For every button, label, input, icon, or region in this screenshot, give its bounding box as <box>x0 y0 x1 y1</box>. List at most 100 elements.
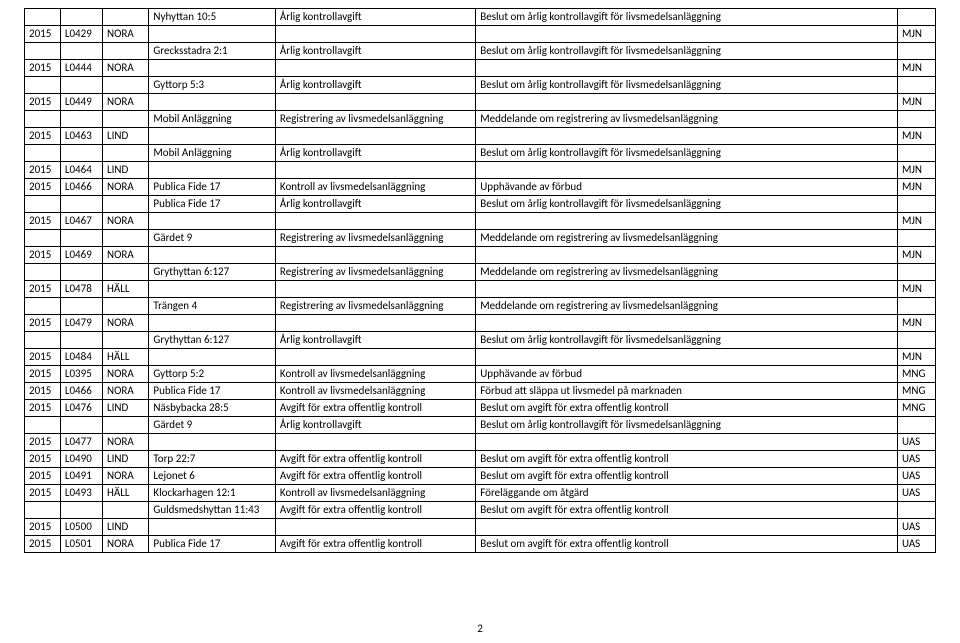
cell-decision <box>476 60 898 77</box>
cell-decision: Beslut om årlig kontrollavgift för livsm… <box>476 196 898 213</box>
cell-decision: Upphävande av förbud <box>476 179 898 196</box>
table-row: 2015L0444NORAMJN <box>25 60 936 77</box>
cell-decision <box>476 281 898 298</box>
cell-code: L0467 <box>60 213 102 230</box>
cell-region: LIND <box>103 400 149 417</box>
cell-subject: Kontroll av livsmedelsanläggning <box>275 366 475 383</box>
cell-sig <box>898 417 936 434</box>
cell-year <box>25 111 61 128</box>
table-row: Grythyttan 6:127Årlig kontrollavgiftBesl… <box>25 332 936 349</box>
cell-sig: MJN <box>898 128 936 145</box>
table-row: 2015L0500LINDUAS <box>25 519 936 536</box>
cell-code: L0493 <box>60 485 102 502</box>
table-row: 2015L0469NORAMJN <box>25 247 936 264</box>
cell-sig: UAS <box>898 468 936 485</box>
cell-year <box>25 9 61 26</box>
cell-sig <box>898 298 936 315</box>
table-row: 2015L0467NORAMJN <box>25 213 936 230</box>
cell-code: L0449 <box>60 94 102 111</box>
cell-region: NORA <box>103 366 149 383</box>
cell-year: 2015 <box>25 315 61 332</box>
cell-decision: Beslut om årlig kontrollavgift för livsm… <box>476 332 898 349</box>
cell-place: Klockarhagen 12:1 <box>149 485 276 502</box>
cell-sig: UAS <box>898 536 936 553</box>
cell-decision <box>476 434 898 451</box>
cell-sig: UAS <box>898 451 936 468</box>
cell-place: Trängen 4 <box>149 298 276 315</box>
cell-region: NORA <box>103 383 149 400</box>
cell-place: Grythyttan 6:127 <box>149 264 276 281</box>
cell-year: 2015 <box>25 451 61 468</box>
cell-region: LIND <box>103 162 149 179</box>
cell-code: L0469 <box>60 247 102 264</box>
cell-place <box>149 247 276 264</box>
cell-code <box>60 502 102 519</box>
cell-region <box>103 9 149 26</box>
cell-place: Torp 22:7 <box>149 451 276 468</box>
table-row: 2015L0449NORAMJN <box>25 94 936 111</box>
table-row: Mobil AnläggningRegistrering av livsmede… <box>25 111 936 128</box>
cell-year <box>25 230 61 247</box>
cell-year <box>25 196 61 213</box>
cell-subject <box>275 94 475 111</box>
cell-subject <box>275 213 475 230</box>
cell-subject: Registrering av livsmedelsanläggning <box>275 298 475 315</box>
cell-sig <box>898 111 936 128</box>
cell-place: Grythyttan 6:127 <box>149 332 276 349</box>
cell-code: L0477 <box>60 434 102 451</box>
cell-decision <box>476 26 898 43</box>
table-row: 2015L0395NORAGyttorp 5:2Kontroll av livs… <box>25 366 936 383</box>
cell-region: HÄLL <box>103 349 149 366</box>
cell-place: Guldsmedshyttan 11:43 <box>149 502 276 519</box>
cell-code: L0463 <box>60 128 102 145</box>
cell-subject <box>275 519 475 536</box>
cell-sig <box>898 230 936 247</box>
cell-sig <box>898 9 936 26</box>
table-row: 2015L0493HÄLLKlockarhagen 12:1Kontroll a… <box>25 485 936 502</box>
cell-place: Gärdet 9 <box>149 417 276 434</box>
table-row: 2015L0484HÄLLMJN <box>25 349 936 366</box>
cell-subject: Årlig kontrollavgift <box>275 9 475 26</box>
table-row: 2015L0477NORAUAS <box>25 434 936 451</box>
table-row: 2015L0466NORAPublica Fide 17Kontroll av … <box>25 383 936 400</box>
cell-decision: Meddelande om registrering av livsmedels… <box>476 264 898 281</box>
cell-subject <box>275 162 475 179</box>
cell-decision <box>476 519 898 536</box>
cell-year: 2015 <box>25 349 61 366</box>
cell-decision: Meddelande om registrering av livsmedels… <box>476 230 898 247</box>
cell-sig <box>898 196 936 213</box>
cell-subject <box>275 128 475 145</box>
cell-code <box>60 264 102 281</box>
cell-region: HÄLL <box>103 485 149 502</box>
cell-region <box>103 77 149 94</box>
cell-place: Gärdet 9 <box>149 230 276 247</box>
cell-region <box>103 43 149 60</box>
cell-decision: Beslut om avgift för extra offentlig kon… <box>476 451 898 468</box>
cell-code <box>60 111 102 128</box>
cell-decision: Beslut om avgift för extra offentlig kon… <box>476 400 898 417</box>
cell-subject: Avgift för extra offentlig kontroll <box>275 468 475 485</box>
cell-region <box>103 264 149 281</box>
cell-year <box>25 332 61 349</box>
cell-year <box>25 43 61 60</box>
cell-code: L0478 <box>60 281 102 298</box>
cell-code: L0501 <box>60 536 102 553</box>
page-number: 2 <box>477 622 483 635</box>
cell-year: 2015 <box>25 400 61 417</box>
cell-sig <box>898 77 936 94</box>
cell-place <box>149 281 276 298</box>
cell-region <box>103 502 149 519</box>
table-row: Guldsmedshyttan 11:43Avgift för extra of… <box>25 502 936 519</box>
cell-sig: MJN <box>898 349 936 366</box>
cell-sig: UAS <box>898 485 936 502</box>
cell-subject <box>275 60 475 77</box>
cell-year <box>25 417 61 434</box>
cell-year: 2015 <box>25 383 61 400</box>
cell-subject: Årlig kontrollavgift <box>275 417 475 434</box>
cell-decision: Förbud att släppa ut livsmedel på markna… <box>476 383 898 400</box>
cell-subject: Avgift för extra offentlig kontroll <box>275 502 475 519</box>
cell-code: L0466 <box>60 179 102 196</box>
cell-decision <box>476 315 898 332</box>
cell-code: L0466 <box>60 383 102 400</box>
cell-subject: Årlig kontrollavgift <box>275 332 475 349</box>
